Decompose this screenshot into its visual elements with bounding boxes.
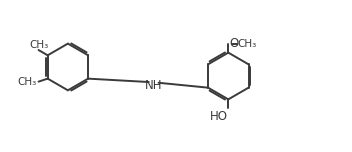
Text: O: O bbox=[230, 37, 239, 50]
Text: CH₃: CH₃ bbox=[29, 40, 48, 50]
Text: NH: NH bbox=[145, 79, 162, 92]
Text: CH₃: CH₃ bbox=[237, 39, 257, 49]
Text: CH₃: CH₃ bbox=[18, 77, 37, 87]
Text: HO: HO bbox=[209, 110, 227, 123]
